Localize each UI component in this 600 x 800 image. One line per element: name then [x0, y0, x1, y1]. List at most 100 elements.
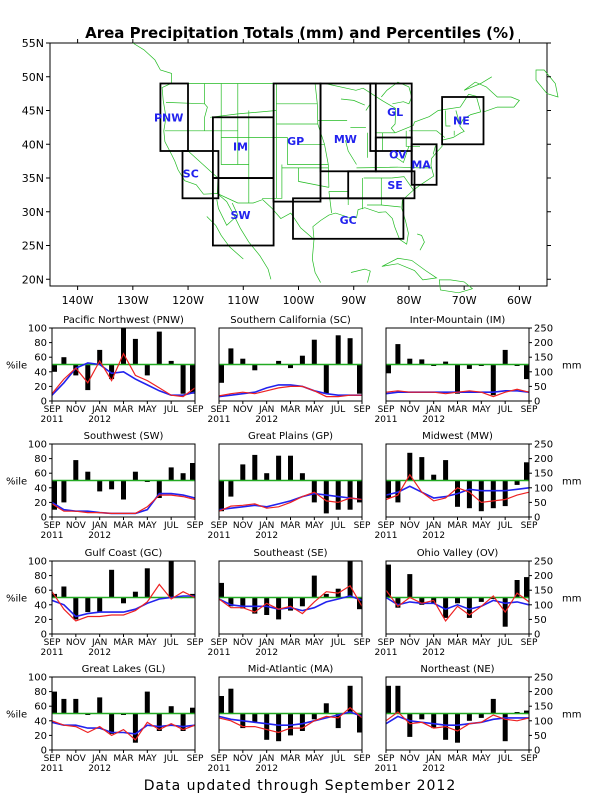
bar — [85, 471, 91, 481]
y-right-tick-label: 100 — [534, 483, 553, 494]
bar — [156, 331, 162, 365]
bar — [109, 713, 115, 734]
lon-tick-label: 60W — [507, 294, 532, 307]
y-left-tick-label: 0 — [41, 746, 47, 757]
bar — [180, 364, 186, 394]
x-tick-label: SEP — [187, 638, 204, 648]
panel-title: Southwest (SW) — [84, 431, 164, 442]
series-line-red — [385, 589, 530, 622]
year-label: 2012 — [422, 648, 445, 658]
panel-gl: Great Lakes (GL)SEP NOV JAN MAR MAY JUL SEP201… — [6, 664, 204, 774]
x-tick-label: JAN — [91, 405, 107, 415]
x-tick-label: NOV — [233, 754, 254, 764]
bar — [132, 471, 138, 481]
x-tick-label: SEP — [354, 638, 371, 648]
lon-tick-label: 140W — [62, 294, 94, 307]
y-right-axis-label: mm — [562, 477, 581, 488]
x-tick-label: MAR — [113, 638, 133, 648]
series-line-blue — [385, 485, 530, 499]
year-label: 2011 — [41, 764, 64, 774]
bar — [264, 473, 270, 481]
bar — [431, 713, 437, 729]
x-tick-label: SEP — [187, 754, 204, 764]
bar — [466, 597, 472, 618]
bar — [443, 361, 449, 365]
bar — [61, 480, 67, 503]
canada-maritime — [463, 76, 520, 113]
y-left-tick-label: 60 — [34, 586, 47, 597]
bar — [144, 568, 150, 598]
bar — [335, 713, 341, 729]
bar — [455, 597, 460, 604]
bar — [228, 688, 234, 714]
bar — [288, 455, 293, 481]
panel-title: Northeast (NE) — [420, 664, 494, 675]
bar — [335, 480, 341, 510]
bar — [455, 713, 460, 743]
bar — [132, 338, 138, 365]
state-border — [345, 140, 357, 165]
bar — [311, 575, 317, 598]
x-tick-label: JAN — [91, 754, 107, 764]
bar — [395, 685, 401, 714]
bar — [73, 698, 79, 714]
y-right-axis-label: mm — [562, 710, 581, 721]
x-tick-label: SEP — [211, 638, 228, 648]
bar — [73, 597, 79, 620]
x-tick-label: MAY — [138, 521, 157, 531]
y-right-tick-label: 0 — [534, 746, 540, 757]
region-box-gc — [292, 197, 405, 240]
x-tick-label: SEP — [44, 521, 61, 531]
y-right-tick-label: 50 — [534, 498, 547, 509]
x-tick-label: SEP — [521, 638, 538, 648]
bar — [407, 358, 413, 365]
region-label-sw: SW — [230, 209, 250, 222]
panel-title: Ohio Valley (OV) — [417, 548, 499, 559]
region-label-se: SE — [387, 179, 402, 192]
year-label: 2011 — [208, 648, 231, 658]
bar — [419, 713, 425, 720]
state-border — [381, 204, 401, 208]
bar — [386, 480, 391, 498]
bar — [431, 474, 437, 481]
canada-lake-shore — [381, 81, 413, 105]
x-tick-label: NOV — [400, 754, 421, 764]
panel-ma: Mid-Atlantic (MA)SEP NOV JAN MAR MAY JUL SEP20… — [208, 664, 371, 774]
series-line-blue — [385, 715, 529, 726]
panel-sc: Southern California (SC) SEP NOV JAN MAR MAY J… — [208, 315, 371, 425]
bar — [455, 364, 460, 394]
series-line-blue — [385, 596, 530, 611]
bar — [240, 358, 246, 365]
lat-tick-label: 20N — [22, 273, 44, 286]
bar — [386, 685, 391, 714]
series-line-red — [218, 584, 363, 615]
x-tick-label: JUL — [163, 754, 178, 764]
region-label-gp: GP — [287, 135, 304, 148]
lat-tick-label: 45N — [22, 105, 44, 118]
bar — [443, 460, 449, 481]
year-label: 2012 — [422, 531, 445, 541]
year-label: 2011 — [375, 531, 398, 541]
figure-title: Area Precipitation Totals (mm) and Perce… — [85, 24, 515, 42]
bar — [219, 364, 224, 383]
bar — [299, 473, 305, 481]
bar — [144, 364, 150, 376]
x-tick-label: MAR — [447, 521, 467, 531]
state-border — [405, 130, 420, 147]
x-tick-label: SEP — [354, 405, 371, 415]
x-tick-label: JUL — [330, 754, 345, 764]
y-right-tick-label: 0 — [534, 630, 540, 641]
x-tick-label: JAN — [258, 754, 274, 764]
lon-tick-label: 100W — [283, 294, 315, 307]
series-line-red — [385, 711, 530, 732]
bar — [109, 569, 115, 598]
region-label-ma: MA — [411, 159, 431, 172]
y-right-tick-label: 200 — [534, 338, 553, 349]
bar — [73, 460, 79, 481]
year-label: 2011 — [208, 415, 231, 425]
bar — [252, 713, 258, 723]
panel-title: Pacific Northwest (PNW) — [63, 315, 184, 326]
region-box-ne — [441, 96, 485, 146]
y-left-axis-label: %ile — [6, 477, 27, 488]
y-right-tick-label: 50 — [534, 382, 547, 393]
